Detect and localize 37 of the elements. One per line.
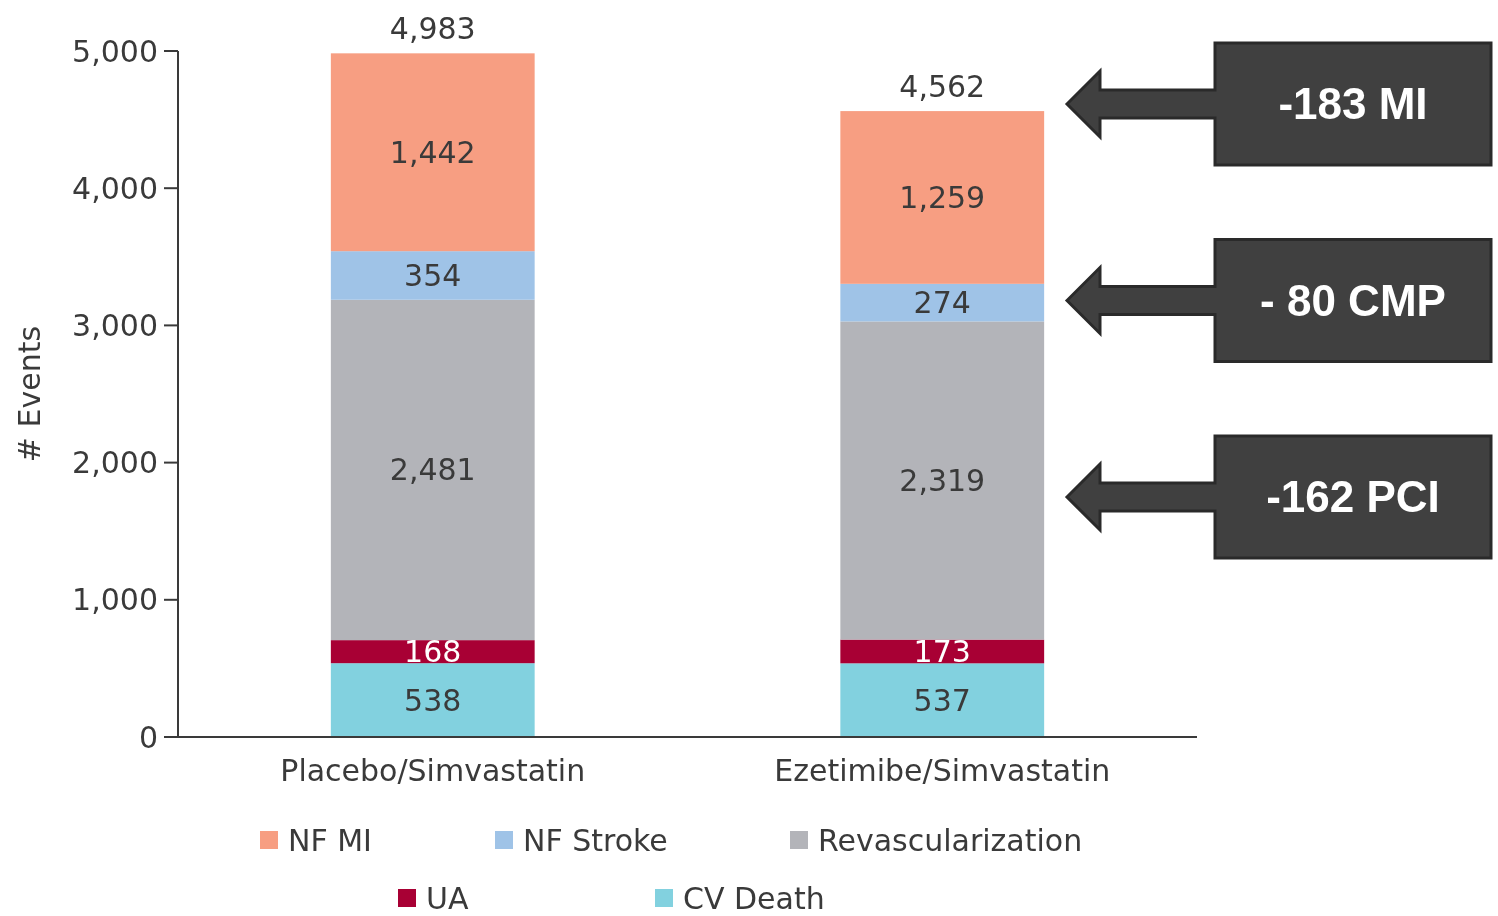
y-tick-label: 3,000	[72, 307, 158, 343]
bar	[330, 663, 535, 737]
legend-label: NF MI	[288, 822, 372, 858]
data-label: 173	[913, 633, 971, 669]
legend-label: Revascularization	[818, 822, 1083, 858]
data-label: 537	[913, 682, 971, 718]
bar	[840, 663, 1045, 737]
text: -183 MI	[1278, 79, 1428, 129]
x-tick-label: Placebo/Simvastatin	[280, 753, 586, 788]
x-tick-label: Ezetimibe/Simvastatin	[774, 753, 1111, 788]
bar	[840, 283, 1045, 322]
y-tick-label: 0	[138, 719, 158, 755]
bar	[330, 299, 535, 641]
text: -162 PCI	[1266, 472, 1440, 522]
y-tick-label: 1,000	[72, 582, 158, 618]
data-label: 354	[404, 257, 462, 293]
data-label: 2,319	[899, 463, 986, 498]
total-label: 4,983	[389, 11, 476, 47]
total-label: 4,562	[899, 69, 986, 105]
bar	[330, 53, 535, 252]
y-tick-label: 4,000	[72, 170, 158, 206]
y-tick-label: 2,000	[72, 445, 158, 481]
y-axis-title: # Events	[12, 325, 47, 463]
data-label: 1,259	[899, 179, 986, 215]
data-label: 538	[404, 682, 462, 718]
data-label: 274	[913, 285, 971, 321]
data-label: 168	[404, 634, 462, 670]
legend-label: NF Stroke	[523, 822, 668, 858]
legend-label: CV Death	[683, 880, 825, 916]
bar	[840, 111, 1045, 284]
text: - 80 CMP	[1260, 275, 1446, 325]
legend-label: UA	[426, 880, 469, 916]
bar	[840, 321, 1045, 640]
data-label: 1,442	[389, 134, 476, 170]
bar	[330, 251, 535, 300]
data-label: 2,481	[389, 452, 476, 488]
y-tick-label: 5,000	[72, 33, 158, 69]
